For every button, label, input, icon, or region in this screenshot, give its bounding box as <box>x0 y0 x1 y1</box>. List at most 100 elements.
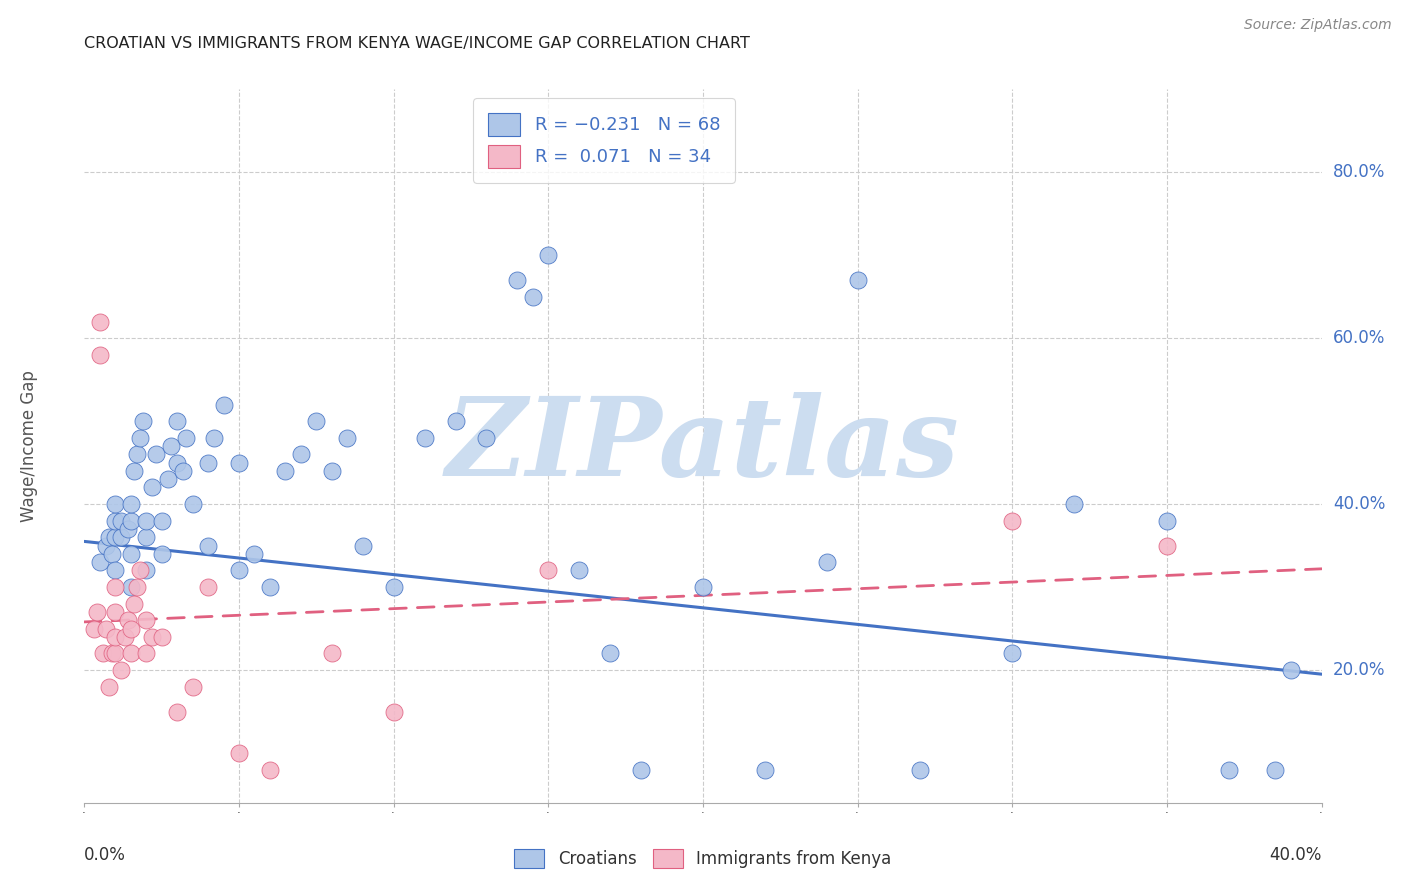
Legend: Croatians, Immigrants from Kenya: Croatians, Immigrants from Kenya <box>508 842 898 875</box>
Point <box>228 456 250 470</box>
Point <box>1001 647 1024 661</box>
Point <box>120 514 142 528</box>
Point <box>104 514 127 528</box>
Point <box>120 497 142 511</box>
Point <box>181 680 204 694</box>
Point <box>321 647 343 661</box>
Point <box>166 705 188 719</box>
Point <box>89 555 111 569</box>
Point <box>1279 663 1302 677</box>
Point <box>122 464 145 478</box>
Point <box>104 497 127 511</box>
Point <box>202 431 225 445</box>
Point <box>135 647 157 661</box>
Point <box>141 630 163 644</box>
Point <box>141 481 163 495</box>
Point <box>114 630 136 644</box>
Point <box>125 447 148 461</box>
Point <box>150 547 173 561</box>
Point <box>228 746 250 760</box>
Point <box>89 348 111 362</box>
Text: 0.0%: 0.0% <box>84 846 127 863</box>
Text: 40.0%: 40.0% <box>1270 846 1322 863</box>
Point <box>110 514 132 528</box>
Point <box>120 547 142 561</box>
Point <box>274 464 297 478</box>
Point <box>243 547 266 561</box>
Point <box>104 580 127 594</box>
Point <box>1156 539 1178 553</box>
Point <box>336 431 359 445</box>
Point <box>117 613 139 627</box>
Point <box>150 514 173 528</box>
Point <box>537 248 560 262</box>
Text: ZIPatlas: ZIPatlas <box>446 392 960 500</box>
Point <box>537 564 560 578</box>
Point <box>290 447 312 461</box>
Point <box>104 564 127 578</box>
Point <box>568 564 591 578</box>
Text: 40.0%: 40.0% <box>1333 495 1385 513</box>
Point <box>754 763 776 777</box>
Point <box>181 497 204 511</box>
Point <box>692 580 714 594</box>
Point <box>135 613 157 627</box>
Point <box>120 580 142 594</box>
Point <box>101 547 124 561</box>
Point <box>122 597 145 611</box>
Point <box>83 622 105 636</box>
Point <box>444 414 467 428</box>
Point <box>212 397 235 411</box>
Point <box>132 414 155 428</box>
Point <box>91 647 114 661</box>
Point <box>101 647 124 661</box>
Point <box>1001 514 1024 528</box>
Point <box>129 564 152 578</box>
Point <box>1264 763 1286 777</box>
Point <box>104 630 127 644</box>
Point <box>846 273 869 287</box>
Text: Wage/Income Gap: Wage/Income Gap <box>20 370 38 522</box>
Point <box>104 530 127 544</box>
Point <box>197 580 219 594</box>
Point <box>120 622 142 636</box>
Legend: R = −0.231   N = 68, R =  0.071   N = 34: R = −0.231 N = 68, R = 0.071 N = 34 <box>474 98 735 183</box>
Point <box>145 447 167 461</box>
Point <box>522 290 544 304</box>
Point <box>321 464 343 478</box>
Point <box>259 580 281 594</box>
Point <box>197 456 219 470</box>
Point <box>382 580 405 594</box>
Point <box>160 439 183 453</box>
Point <box>197 539 219 553</box>
Point <box>413 431 436 445</box>
Point <box>1156 514 1178 528</box>
Point <box>172 464 194 478</box>
Point <box>120 647 142 661</box>
Point <box>110 663 132 677</box>
Point <box>908 763 931 777</box>
Point <box>1063 497 1085 511</box>
Point <box>117 522 139 536</box>
Text: CROATIAN VS IMMIGRANTS FROM KENYA WAGE/INCOME GAP CORRELATION CHART: CROATIAN VS IMMIGRANTS FROM KENYA WAGE/I… <box>84 36 751 51</box>
Point <box>110 530 132 544</box>
Point <box>135 514 157 528</box>
Point <box>150 630 173 644</box>
Point <box>104 647 127 661</box>
Point <box>506 273 529 287</box>
Point <box>166 456 188 470</box>
Point <box>156 472 179 486</box>
Point <box>228 564 250 578</box>
Point <box>305 414 328 428</box>
Point <box>475 431 498 445</box>
Point <box>815 555 838 569</box>
Point <box>98 530 121 544</box>
Point <box>166 414 188 428</box>
Point <box>94 539 117 553</box>
Point <box>1218 763 1240 777</box>
Point <box>135 530 157 544</box>
Point <box>176 431 198 445</box>
Text: Source: ZipAtlas.com: Source: ZipAtlas.com <box>1244 18 1392 32</box>
Point <box>86 605 108 619</box>
Point <box>352 539 374 553</box>
